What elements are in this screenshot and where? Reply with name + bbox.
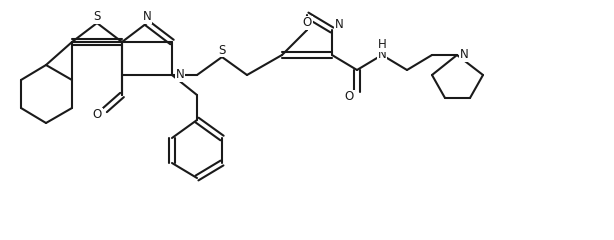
Text: N: N — [176, 68, 184, 82]
Text: N: N — [460, 48, 468, 61]
Text: N: N — [335, 18, 343, 30]
Text: N: N — [142, 11, 152, 24]
Text: O: O — [344, 90, 354, 103]
Text: S: S — [219, 43, 226, 56]
Text: S: S — [93, 11, 101, 24]
Text: H: H — [378, 38, 386, 52]
Text: O: O — [302, 17, 312, 30]
Text: N: N — [378, 48, 386, 61]
Text: H: H — [378, 42, 386, 54]
Text: O: O — [92, 108, 102, 121]
